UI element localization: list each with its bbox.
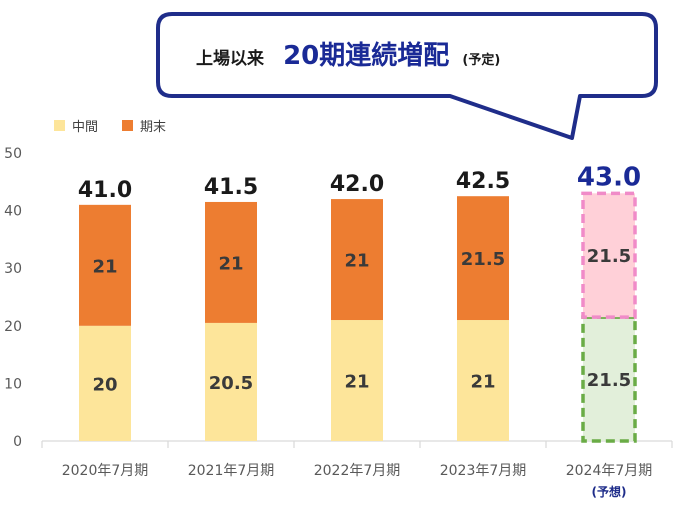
x-tick-label: 2024年7月期	[566, 463, 653, 479]
legend-label-interim: 中間	[72, 120, 98, 135]
legend-swatch-final	[122, 120, 133, 131]
x-tick-label: 2020年7月期	[62, 463, 149, 479]
y-axis: 0 10 20 30 40 50	[4, 146, 22, 450]
bar-segment-final	[581, 191, 637, 319]
y-tick-label: 40	[4, 204, 22, 220]
total-label: 42.0	[330, 172, 384, 197]
data-label-interim: 20.5	[209, 373, 253, 394]
callout-prefix: 上場以来	[196, 48, 265, 69]
x-tick-label: 2022年7月期	[314, 463, 401, 479]
bar-segment-interim	[581, 315, 637, 443]
total-label: 41.5	[204, 175, 258, 200]
legend-label-final: 期末	[140, 120, 166, 135]
y-tick-label: 0	[13, 434, 22, 450]
data-label-final: 21.5	[461, 249, 505, 270]
total-label: 43.0	[577, 162, 641, 192]
bar-segment-interim	[331, 320, 383, 441]
y-tick-label: 10	[4, 376, 22, 392]
data-label-interim: 21	[470, 372, 495, 393]
bar-segment-interim	[457, 320, 509, 441]
bar-segment-interim	[79, 325, 131, 441]
legend-swatch-interim	[54, 120, 65, 131]
data-label-final: 21	[92, 256, 117, 277]
x-tick-note: (予想)	[592, 484, 627, 499]
x-tick-label: 2021年7月期	[188, 463, 275, 479]
callout-suffix: (予定)	[462, 52, 500, 68]
callout-bubble: 上場以来 20期連続増配 (予定)	[156, 12, 658, 140]
data-label-interim: 21.5	[587, 370, 631, 391]
data-label-interim: 20	[92, 374, 117, 395]
total-label: 41.0	[78, 178, 132, 203]
total-label: 42.5	[456, 169, 510, 194]
bar-segment-final	[79, 204, 131, 326]
bar-segment-final	[331, 199, 383, 321]
data-label-final: 21.5	[587, 246, 631, 267]
callout-highlight: 20期連続増配	[283, 40, 449, 71]
callout-shape	[156, 12, 658, 140]
bar-segment-final	[205, 201, 257, 323]
y-tick-label: 50	[4, 146, 22, 162]
x-tick-label: 2023年7月期	[440, 463, 527, 479]
legend: 中間 期末	[54, 120, 166, 135]
bar-segment-interim	[205, 322, 257, 441]
svg-text:上場以来 20期連続増配 (予定): 上場以来 20期連続増配 (予定)	[196, 40, 500, 71]
y-tick-label: 20	[4, 319, 22, 335]
bars: 20 21 41.0 20.5 21 41.5 21 21 42.0 21 21.5 42.5 21.5…	[78, 162, 641, 443]
data-label-interim: 21	[344, 372, 369, 393]
y-tick-label: 30	[4, 261, 22, 277]
x-axis: 2020年7月期 2021年7月期 2022年7月期 2023年7月期 2024年7月期…	[41, 440, 673, 499]
bar-segment-final	[457, 196, 509, 321]
data-label-final: 21	[344, 251, 369, 272]
data-label-final: 21	[218, 253, 243, 274]
